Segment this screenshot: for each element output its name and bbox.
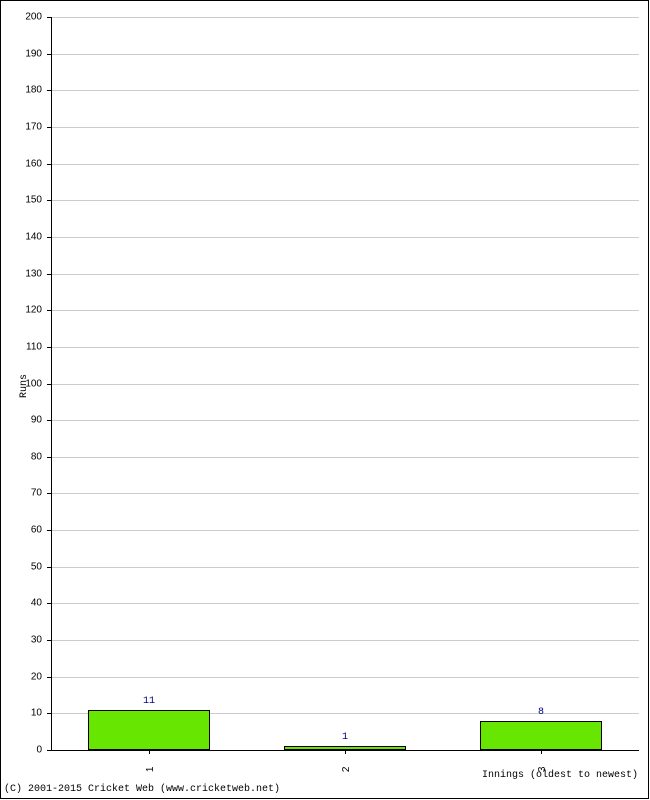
y-tick-label: 10 [31,708,42,719]
gridline [51,274,639,275]
x-tick-mark [345,750,346,754]
x-tick-mark [541,750,542,754]
x-tick-mark [149,750,150,754]
x-tick-label: 1 [145,767,156,773]
gridline [51,530,639,531]
y-tick-label: 50 [31,561,42,572]
y-tick-label: 120 [25,305,42,316]
copyright-text: (C) 2001-2015 Cricket Web (www.cricketwe… [4,784,280,795]
plot-area: 1118 [51,17,639,750]
y-tick-label: 60 [31,525,42,536]
y-tick-label: 130 [25,268,42,279]
gridline [51,457,639,458]
bar-value-label: 8 [538,707,544,718]
y-tick-label: 180 [25,85,42,96]
y-tick-label: 40 [31,598,42,609]
y-tick-label: 100 [25,378,42,389]
x-tick-label: 2 [341,767,352,773]
y-tick-label: 110 [26,341,42,352]
y-tick-label: 170 [25,121,42,132]
gridline [51,493,639,494]
gridline [51,54,639,55]
gridline [51,384,639,385]
bar-value-label: 11 [143,696,155,707]
y-tick-label: 200 [25,12,42,23]
gridline [51,310,639,311]
y-tick-label: 30 [31,635,42,646]
bar-value-label: 1 [342,732,348,743]
gridline [51,567,639,568]
y-tick-label: 150 [25,195,42,206]
y-tick-label: 160 [25,158,42,169]
x-axis-title: Innings (oldest to newest) [482,770,638,781]
gridline [51,603,639,604]
y-tick-label: 0 [36,745,42,756]
bar [480,721,602,750]
y-tick-label: 190 [25,48,42,59]
y-axis-line [51,17,52,750]
y-tick-label: 80 [31,451,42,462]
y-tick-label: 70 [31,488,42,499]
gridline [51,677,639,678]
gridline [51,164,639,165]
gridline [51,200,639,201]
x-tick-label: 3 [537,767,548,773]
gridline [51,347,639,348]
chart-frame: 1118 Runs Innings (oldest to newest) (C)… [0,0,649,799]
gridline [51,237,639,238]
gridline [51,640,639,641]
gridline [51,90,639,91]
y-tick-label: 20 [31,671,42,682]
gridline [51,127,639,128]
gridline [51,17,639,18]
gridline [51,420,639,421]
bar [88,710,210,750]
y-tick-label: 90 [31,415,42,426]
y-tick-label: 140 [25,231,42,242]
